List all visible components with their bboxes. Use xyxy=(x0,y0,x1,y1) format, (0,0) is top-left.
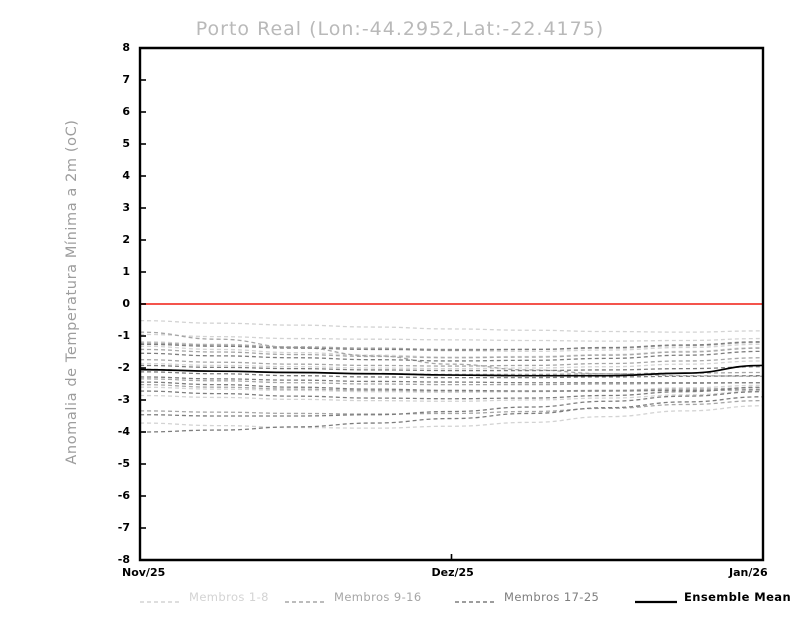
series-line xyxy=(139,386,764,400)
series-line xyxy=(139,396,764,433)
x-tick-label: Nov/25 xyxy=(122,566,166,579)
series-line xyxy=(139,390,764,402)
y-tick-label: 0 xyxy=(122,297,130,310)
legend-swatch-icon xyxy=(455,592,497,603)
series-line xyxy=(139,350,764,362)
series-line xyxy=(139,364,764,377)
legend-label: Ensemble Mean xyxy=(684,589,792,604)
y-tick-label: -7 xyxy=(117,521,130,534)
series-line xyxy=(139,378,764,386)
series-line xyxy=(139,360,764,370)
y-tick-label: -1 xyxy=(117,329,130,342)
x-tick-label: Dez/25 xyxy=(431,566,474,579)
legend-label: Membros 1-8 xyxy=(189,589,269,604)
x-tick-label: Jan/26 xyxy=(729,566,768,579)
y-tick-label: 4 xyxy=(122,169,130,182)
y-tick-label: -6 xyxy=(117,489,130,502)
y-tick-label: 5 xyxy=(122,137,130,150)
y-tick-label: 1 xyxy=(122,265,130,278)
axis-ticks xyxy=(139,47,764,561)
legend-swatch-icon xyxy=(140,592,182,603)
legend-label: Membros 17-25 xyxy=(504,589,600,604)
legend-label: Membros 9-16 xyxy=(334,589,422,604)
series-line xyxy=(139,391,764,417)
y-tick-label: 6 xyxy=(122,105,130,118)
series-line xyxy=(139,347,764,359)
series-line xyxy=(139,371,764,379)
series-line xyxy=(139,405,764,429)
legend-item[interactable]: Membros 9-16 xyxy=(285,586,422,604)
series-line xyxy=(139,333,764,342)
legend-swatch-icon xyxy=(635,592,677,603)
y-tick-label: 7 xyxy=(122,73,130,86)
series-line xyxy=(139,364,764,372)
legend-item[interactable]: Ensemble Mean xyxy=(635,586,791,604)
series-line xyxy=(139,319,764,333)
y-tick-label: -2 xyxy=(117,361,130,374)
series-line xyxy=(139,399,764,415)
y-tick-label: -4 xyxy=(117,425,130,438)
page-title: Porto Real (Lon:-44.2952,Lat:-22.4175) xyxy=(195,18,605,40)
series-layer xyxy=(139,319,764,433)
y-tick-label: -5 xyxy=(117,457,130,470)
legend-item[interactable]: Membros 1-8 xyxy=(140,586,269,604)
y-tick-label: -8 xyxy=(117,553,130,566)
y-tick-label: 8 xyxy=(122,41,130,54)
series-line xyxy=(139,341,764,351)
series-line xyxy=(139,384,764,393)
series-line xyxy=(139,357,764,367)
series-line xyxy=(139,376,763,384)
y-tick-label: -3 xyxy=(117,393,130,406)
series-line xyxy=(139,381,764,392)
chart-legend: Membros 1-8 Membros 9-16 Membros 17-25 Ense… xyxy=(140,586,791,604)
y-tick-label: 3 xyxy=(122,201,130,214)
legend-swatch-icon xyxy=(285,592,327,603)
y-tick-label: 2 xyxy=(122,233,130,246)
series-line xyxy=(139,331,764,377)
legend-item[interactable]: Membros 17-25 xyxy=(455,586,599,604)
